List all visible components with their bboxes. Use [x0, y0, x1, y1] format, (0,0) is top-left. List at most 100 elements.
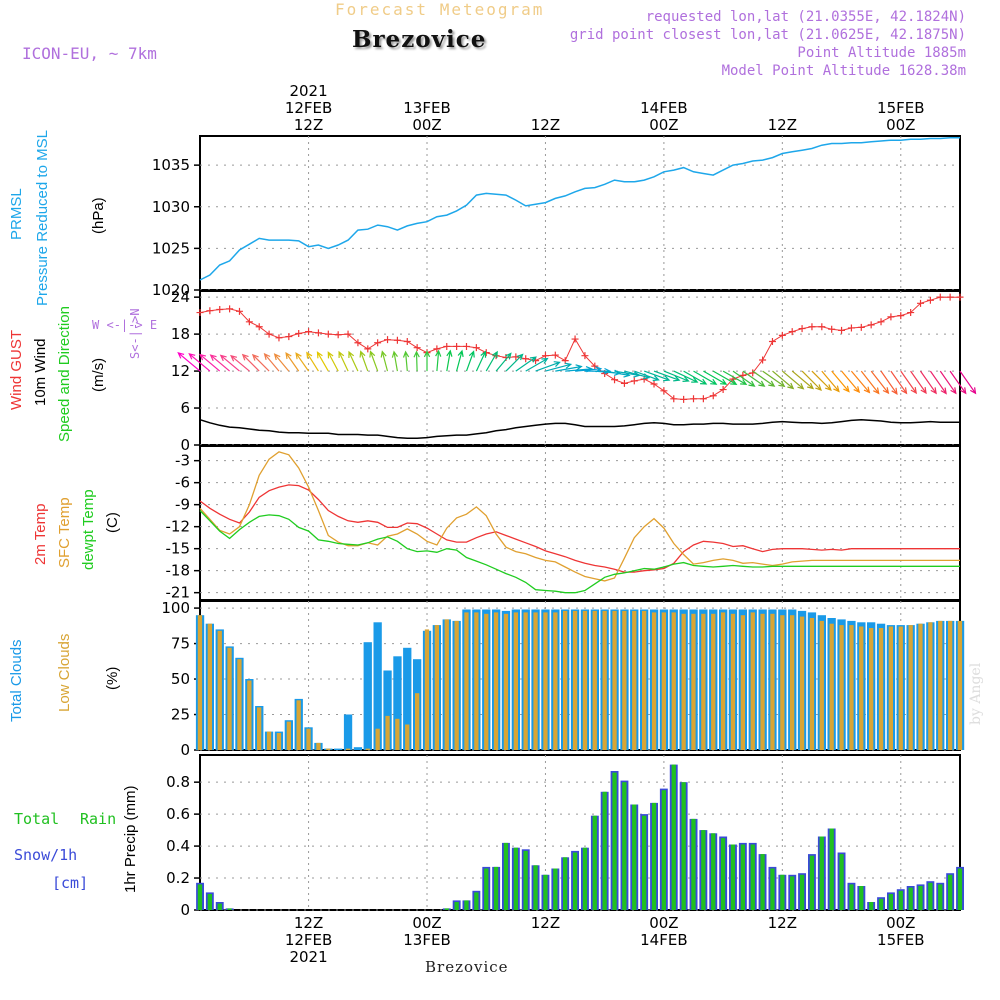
wind-dir-arrow — [693, 370, 718, 385]
low-cloud-bar — [681, 613, 686, 750]
gust-point — [235, 307, 243, 315]
gust-point — [670, 395, 678, 403]
wind-dir-arrow — [890, 370, 908, 395]
rain-bar — [622, 782, 627, 910]
low-cloud-bar — [503, 613, 509, 750]
low-cloud-bar — [839, 625, 844, 750]
low-cloud-bar — [207, 623, 212, 750]
temp2m-series-line — [199, 484, 960, 573]
pressure-ytick-label: 1025 — [152, 239, 190, 257]
low-cloud-bar — [918, 623, 923, 750]
requested-coords: requested lon,lat (21.0355E, 42.1824N) — [645, 9, 966, 25]
precip-ytick-label: 0.8 — [166, 773, 190, 791]
bottom-time-label: 13FEB — [403, 931, 450, 949]
low-cloud-bar — [434, 625, 439, 750]
rain-bar — [563, 857, 568, 910]
wind-dir-arrow — [391, 350, 398, 372]
wind-dir-arrow — [209, 354, 230, 372]
footer-location: Brezovice — [425, 958, 509, 976]
rain-bar — [888, 894, 893, 910]
low-cloud-bar — [622, 610, 627, 750]
gust-point — [354, 339, 362, 347]
wind-dir-arrow — [860, 370, 880, 395]
total-cloud-bar — [373, 622, 382, 750]
rain-bar — [543, 874, 548, 910]
rain-bar — [503, 842, 509, 910]
low-cloud-bar — [533, 612, 538, 750]
top-time-label: 12FEB — [285, 99, 332, 117]
gust-point — [936, 293, 944, 301]
rain-bar — [819, 836, 824, 910]
gust-point — [877, 318, 885, 326]
low-cloud-bar — [661, 612, 666, 750]
temp-ytick-label: -21 — [166, 584, 191, 602]
pressure-panel-frame — [199, 135, 961, 291]
low-cloud-bar — [642, 610, 647, 750]
gust-point — [196, 309, 204, 317]
wind-dir-arrow — [870, 370, 890, 395]
rain-bar — [878, 898, 884, 910]
gust-point — [768, 338, 776, 346]
rain-bar — [217, 903, 222, 910]
wind-dir-arrow — [535, 361, 561, 372]
total-cloud-bar — [403, 647, 412, 750]
low-cloud-bar — [553, 612, 558, 750]
bottom-time-label: 15FEB — [877, 931, 924, 949]
low-cloud-bar — [493, 612, 499, 750]
gust-point — [867, 321, 875, 329]
gust-point — [650, 380, 658, 388]
top-time-label: 13FEB — [403, 99, 450, 117]
gust-point — [285, 333, 293, 341]
wind-dir-arrow — [732, 370, 756, 387]
gust-point — [581, 352, 589, 360]
gust-point — [778, 331, 786, 339]
dewpt-series-line — [199, 510, 960, 594]
wind-dir-arrow — [831, 370, 850, 393]
wind-dir-arrow — [348, 350, 359, 372]
low-cloud-bar — [869, 628, 874, 750]
rain-bar — [533, 865, 538, 910]
gust-point — [541, 352, 549, 360]
low-cloud-bar — [651, 612, 657, 750]
wind-dir-arrow — [380, 350, 389, 372]
low-cloud-bar — [730, 613, 736, 750]
wind-dir-arrow — [663, 370, 690, 382]
low-cloud-bar — [859, 626, 864, 750]
bottom-time-label: 00Z — [886, 914, 915, 932]
rain-bar — [642, 815, 647, 910]
temp-ytick-label: -18 — [166, 562, 191, 580]
gust-point — [788, 328, 796, 336]
low-cloud-bar — [582, 610, 588, 750]
low-cloud-bar — [563, 610, 568, 750]
rain-bar — [197, 884, 203, 910]
gust-point — [216, 305, 224, 313]
rain-bar — [780, 874, 785, 910]
gust-point — [838, 326, 846, 334]
wind-ytick-label: 6 — [180, 399, 190, 417]
low-cloud-bar — [809, 618, 815, 750]
low-cloud-bar — [750, 612, 755, 750]
rain-bar — [859, 886, 864, 910]
low-cloud-bar — [444, 619, 449, 750]
bottom-time-label: 2021 — [289, 948, 327, 966]
rain-bar — [553, 868, 558, 910]
header-title: Forecast Meteogram — [335, 0, 545, 19]
wind-dir-arrow — [316, 351, 329, 372]
wind-dir-arrow — [673, 370, 699, 383]
model-altitude: Model Point Altitude 1628.38m — [721, 63, 966, 79]
rain-bar — [918, 886, 923, 910]
gust-point — [206, 307, 214, 315]
rain-bar — [513, 847, 518, 910]
gust-point — [255, 323, 263, 331]
low-cloud-bar — [543, 612, 548, 750]
low-cloud-bar — [266, 731, 272, 750]
precip-ytick-label: 0.6 — [166, 805, 190, 823]
low-cloud-bar — [878, 628, 884, 750]
wind-dir-arrow — [505, 353, 524, 372]
wind-dir-arrow — [900, 370, 917, 395]
gust-point — [324, 330, 332, 338]
low-cloud-bar — [247, 680, 252, 750]
wind-dir-arrow — [791, 370, 815, 390]
low-cloud-bar — [770, 613, 775, 750]
low-cloud-bar — [908, 625, 913, 750]
